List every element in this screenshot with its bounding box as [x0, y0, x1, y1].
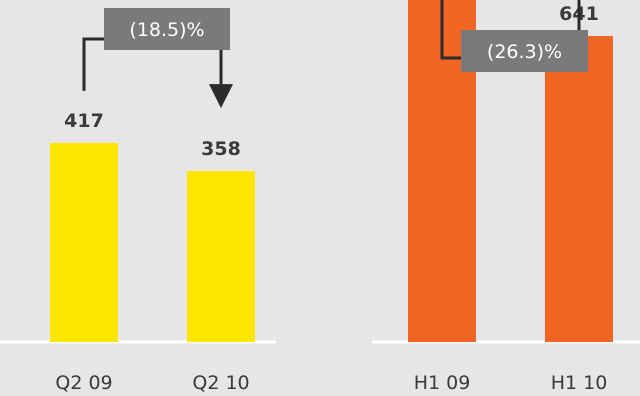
data-label: 417	[64, 110, 104, 132]
category-label: Q2 10	[192, 372, 249, 394]
change-label: (18.5)%	[129, 19, 204, 41]
bar-q2-09	[50, 142, 118, 342]
change-label: (26.3)%	[487, 41, 562, 63]
data-label: 358	[201, 138, 241, 160]
category-label: H1 09	[414, 372, 471, 394]
change-box	[461, 30, 588, 72]
bar-q2-10	[187, 171, 255, 342]
bar-h1-10	[545, 35, 613, 342]
category-label: H1 10	[551, 372, 608, 394]
category-label: Q2 09	[55, 372, 112, 394]
change-box	[104, 8, 230, 50]
